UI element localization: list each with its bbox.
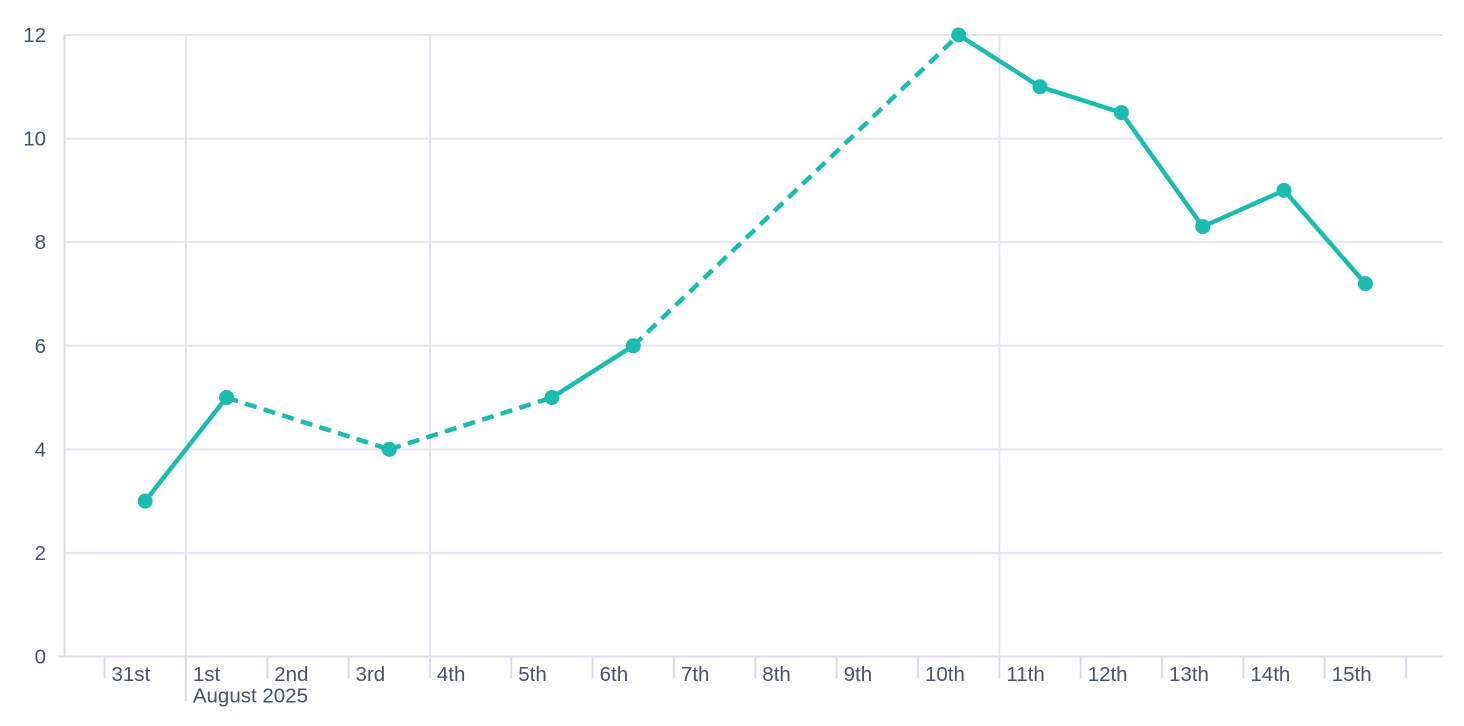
series-segment-solid: [142, 395, 229, 504]
data-point-marker[interactable]: [1357, 276, 1373, 292]
y-axis-tick-label: 4: [35, 438, 46, 461]
series-segment-solid: [956, 32, 1043, 90]
y-axis-tick-label: 0: [35, 646, 46, 669]
data-point-marker[interactable]: [544, 390, 560, 406]
y-axis-tick-label: 2: [35, 542, 46, 565]
data-point-marker[interactable]: [219, 390, 235, 406]
series-segment-solid: [1281, 188, 1368, 286]
x-axis-tick-label: 4th: [437, 663, 466, 686]
x-axis-tick-label: 10th: [925, 663, 965, 686]
x-axis-tick-label: 7th: [681, 663, 710, 686]
x-axis-tick-label: 31st: [112, 663, 151, 686]
x-axis-tick-label: 6th: [600, 663, 629, 686]
series-segment-solid: [1037, 84, 1124, 115]
data-point-marker[interactable]: [1113, 105, 1129, 121]
series-segment-dashed: [388, 395, 553, 452]
x-axis-tick-label: 9th: [844, 663, 873, 686]
x-axis-tick-label: 13th: [1169, 663, 1209, 686]
x-axis-tick-label: 14th: [1250, 663, 1290, 686]
data-point-marker[interactable]: [381, 441, 397, 457]
y-axis-tick-label: 8: [35, 231, 46, 254]
data-point-marker[interactable]: [1276, 182, 1292, 198]
x-axis-month-label: August 2025: [193, 685, 308, 708]
y-axis-tick-label: 12: [23, 24, 46, 47]
data-point-marker[interactable]: [1195, 219, 1211, 235]
x-axis-tick-label: 3rd: [356, 663, 386, 686]
series-segment-solid: [1119, 110, 1205, 229]
series-segment-solid: [1200, 188, 1287, 229]
x-axis-tick-label: 15th: [1332, 663, 1372, 686]
data-point-marker[interactable]: [625, 338, 641, 354]
series-segment-dashed: [225, 395, 390, 452]
data-point-marker[interactable]: [137, 493, 153, 509]
x-axis-tick-label: 1st: [193, 663, 221, 686]
x-axis-tick-label: 2nd: [274, 663, 308, 686]
series-segment-solid: [549, 343, 636, 400]
y-axis-tick-label: 6: [35, 335, 46, 358]
series-segment-dashed: [631, 33, 961, 348]
x-axis-tick-label: 8th: [762, 663, 791, 686]
y-axis-tick-label: 10: [23, 128, 46, 151]
x-axis-tick-label: 12th: [1088, 663, 1128, 686]
data-point-marker[interactable]: [1032, 79, 1048, 95]
data-point-marker[interactable]: [951, 27, 967, 43]
x-axis-tick-label: 11th: [1006, 663, 1044, 686]
x-axis-tick-label: 5th: [518, 663, 547, 686]
